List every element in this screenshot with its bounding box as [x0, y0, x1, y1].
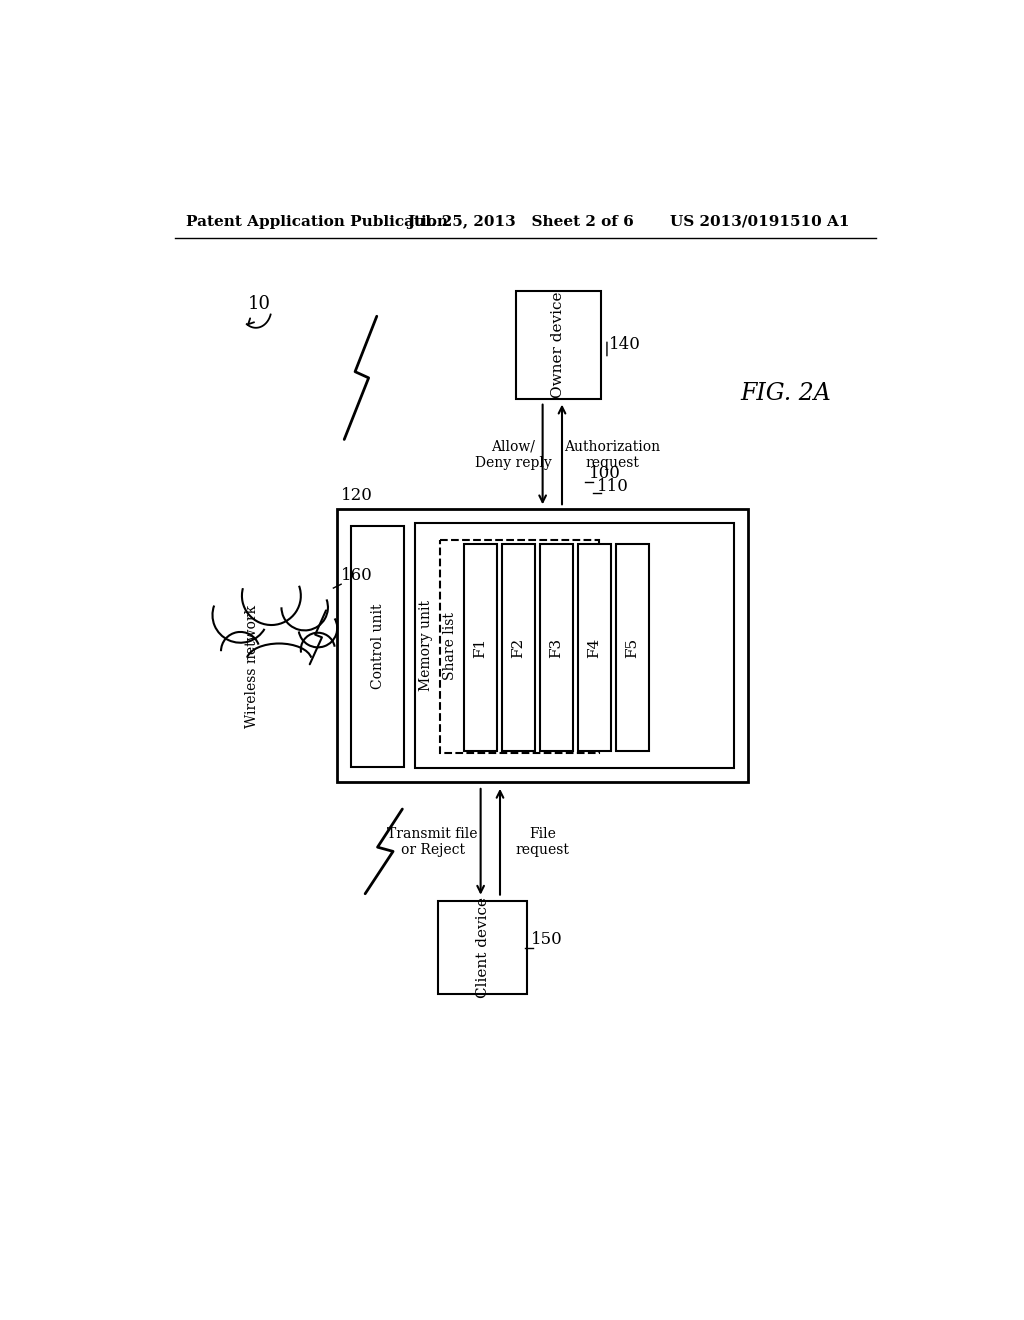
Text: US 2013/0191510 A1: US 2013/0191510 A1: [671, 215, 850, 228]
Text: 10: 10: [248, 294, 271, 313]
Bar: [464, 544, 497, 751]
Bar: [503, 544, 535, 751]
Text: 100: 100: [589, 465, 621, 482]
Bar: [515, 290, 601, 399]
Text: Authorization
request: Authorization request: [564, 440, 660, 470]
Text: File
request: File request: [516, 826, 569, 857]
Text: 150: 150: [531, 931, 563, 948]
Bar: [616, 544, 649, 751]
Bar: [541, 544, 572, 751]
Text: 140: 140: [608, 337, 640, 354]
Text: 110: 110: [597, 478, 629, 495]
Text: Owner device: Owner device: [551, 292, 565, 399]
Text: F3: F3: [550, 638, 563, 657]
Text: 160: 160: [341, 568, 373, 585]
Bar: [415, 523, 734, 768]
Bar: [337, 508, 748, 781]
Text: F1: F1: [474, 638, 487, 657]
Bar: [438, 902, 527, 994]
Text: Transmit file
or Reject: Transmit file or Reject: [387, 826, 478, 857]
Text: 120: 120: [341, 487, 373, 503]
Bar: [579, 544, 611, 751]
Text: Patent Application Publication: Patent Application Publication: [186, 215, 449, 228]
Text: F4: F4: [588, 638, 601, 657]
Text: Client device: Client device: [475, 898, 489, 998]
Text: FIG. 2A: FIG. 2A: [740, 381, 831, 405]
Text: Memory unit: Memory unit: [419, 599, 432, 690]
Text: Allow/
Deny reply: Allow/ Deny reply: [475, 440, 552, 470]
Text: Wireless network: Wireless network: [245, 605, 259, 729]
Text: Share list: Share list: [443, 612, 458, 680]
Bar: [351, 525, 403, 767]
Text: Jul. 25, 2013   Sheet 2 of 6: Jul. 25, 2013 Sheet 2 of 6: [407, 215, 634, 228]
Text: F5: F5: [626, 638, 640, 657]
Text: F2: F2: [512, 638, 525, 657]
Bar: [439, 540, 599, 752]
Text: Control unit: Control unit: [371, 603, 385, 689]
